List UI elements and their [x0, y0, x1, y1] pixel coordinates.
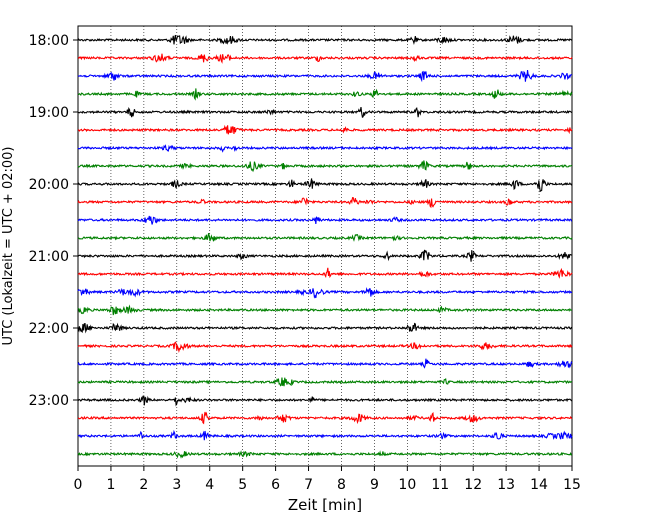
y-tick-label: 20:00 [29, 177, 69, 193]
trace-14 [77, 286, 573, 299]
trace-11 [77, 233, 573, 242]
x-tick-label: 4 [205, 477, 214, 493]
x-tick-label: 7 [304, 477, 313, 493]
trace-0 [77, 34, 573, 45]
grid-lines [110, 26, 540, 466]
x-axis-ticks: 0 1 2 3 4 5 6 7 8 9 10 11 12 13 14 15 [74, 466, 581, 493]
trace-9 [77, 197, 573, 209]
trace-17 [77, 341, 573, 354]
x-tick-label: 12 [464, 477, 482, 493]
y-tick-label: 18:00 [29, 33, 69, 49]
plot-frame [77, 25, 573, 467]
x-tick-label: 3 [172, 477, 181, 493]
trace-7 [77, 160, 573, 173]
x-tick-label: 10 [398, 477, 416, 493]
trace-23 [77, 450, 573, 459]
x-tick-label: 14 [530, 477, 548, 493]
trace-20 [77, 395, 573, 407]
trace-15 [77, 304, 573, 316]
y-tick-label: 19:00 [29, 105, 69, 121]
x-tick-label: 11 [431, 477, 449, 493]
y-tick-label: 22:00 [29, 321, 69, 337]
trace-13 [77, 267, 573, 279]
x-tick-label: 13 [497, 477, 515, 493]
trace-10 [77, 215, 573, 225]
trace-12 [77, 249, 573, 262]
y-axis-ticks: 18:00 19:00 20:00 21:00 22:00 23:00 [29, 33, 78, 409]
trace-6 [77, 144, 573, 153]
trace-5 [77, 124, 573, 135]
y-tick-label: 23:00 [29, 393, 69, 409]
trace-8 [77, 178, 573, 193]
trace-18 [77, 358, 573, 369]
trace-19 [77, 377, 573, 387]
trace-3 [77, 88, 573, 101]
y-axis-label: UTC (Lokalzeit = UTC + 02:00) [1, 147, 16, 346]
x-axis-label: Zeit [min] [288, 496, 362, 514]
x-tick-label: 9 [370, 477, 379, 493]
trace-16 [77, 322, 573, 334]
x-tick-label: 15 [563, 477, 581, 493]
x-tick-label: 6 [271, 477, 280, 493]
x-tick-label: 2 [139, 477, 148, 493]
trace-21 [77, 411, 573, 425]
trace-4 [77, 106, 573, 119]
trace-2 [77, 70, 573, 83]
x-tick-label: 5 [238, 477, 247, 493]
trace-group [77, 34, 573, 459]
trace-1 [77, 53, 573, 64]
x-tick-label: 8 [337, 477, 346, 493]
trace-22 [77, 429, 573, 441]
x-tick-label: 1 [106, 477, 115, 493]
x-tick-label: 0 [74, 477, 83, 493]
y-tick-label: 21:00 [29, 249, 69, 265]
